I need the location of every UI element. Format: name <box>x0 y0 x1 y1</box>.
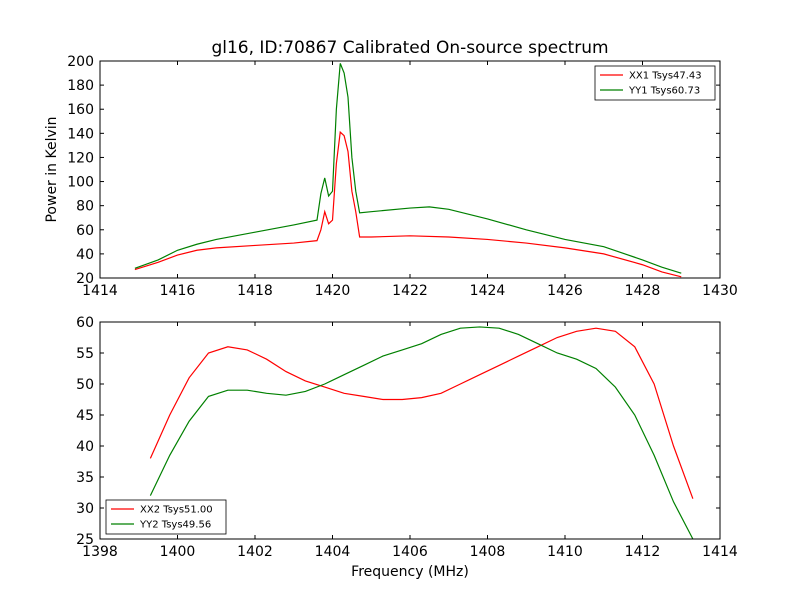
y-tick-label: 25 <box>76 532 94 548</box>
plot-top: 1414 1416 1418 1420 1422 1424 1426 1428 1430 20 40… <box>44 54 738 299</box>
y-tick-label: 60 <box>76 315 94 331</box>
y-tick-label: 200 <box>67 54 94 70</box>
plot-bottom: 1398 1400 1402 1404 1406 1408 1410 1412 1414 25 30… <box>76 315 738 560</box>
x-tick-label: 1416 <box>160 283 196 299</box>
y-tick-label: 120 <box>67 150 94 166</box>
x-tick-label: 1418 <box>237 283 273 299</box>
x-tick-label: 1400 <box>160 544 196 560</box>
x-tick-label: 1412 <box>625 544 661 560</box>
y-axis-label: Power in Kelvin <box>44 116 60 222</box>
y-tick-label: 20 <box>76 271 94 287</box>
legend: XX2 Tsys51.00 YY2 Tsys49.56 <box>105 499 227 535</box>
y-tick-label: 50 <box>76 377 94 393</box>
x-tick-label: 1424 <box>470 283 506 299</box>
y-tick-label: 30 <box>76 501 94 517</box>
legend-label: YY2 Tsys49.56 <box>139 520 211 531</box>
x-tick-label: 1410 <box>547 544 583 560</box>
x-axis-label-bottom: Frequency (MHz) <box>351 564 469 580</box>
x-tick-label: 1420 <box>315 283 351 299</box>
legend-box <box>105 499 227 535</box>
y-tick-label: 55 <box>76 346 94 362</box>
y-tick-label: 35 <box>76 470 94 486</box>
legend-label: XX2 Tsys51.00 <box>140 505 213 516</box>
legend-label: YY1 Tsys60.73 <box>628 86 700 97</box>
x-tick-label: 1408 <box>470 544 506 560</box>
y-tick-label: 140 <box>67 126 94 142</box>
y-tick-label: 60 <box>76 223 94 239</box>
y-tick-label: 40 <box>76 439 94 455</box>
x-tick-label: 1402 <box>237 544 273 560</box>
x-tick-label: 1406 <box>392 544 428 560</box>
y-tick-label: 80 <box>76 199 94 215</box>
y-tick-label: 100 <box>67 175 94 191</box>
legend-label: XX1 Tsys47.43 <box>629 71 702 82</box>
x-tick-label: 1414 <box>82 283 118 299</box>
x-tick-label: 1430 <box>702 283 738 299</box>
series-line-1 <box>134 130 682 278</box>
y-tick-label: 180 <box>67 78 94 94</box>
x-tick-label: 1404 <box>315 544 351 560</box>
y-tick-label: 45 <box>76 408 94 424</box>
legend: XX1 Tsys47.43 YY1 Tsys60.73 <box>594 65 716 101</box>
x-tick-label: 1426 <box>547 283 583 299</box>
figure-title: gl16, ID:70867 Calibrated On-source spec… <box>211 38 608 58</box>
series-line-2 <box>134 63 682 274</box>
series-line-2 <box>149 326 694 540</box>
y-tick-label: 40 <box>76 247 94 263</box>
x-tick-label: 1422 <box>392 283 428 299</box>
x-tick-label: 1428 <box>625 283 661 299</box>
series-line-1 <box>149 327 694 499</box>
legend-box <box>594 65 716 101</box>
x-tick-label: 1398 <box>82 544 118 560</box>
x-tick-label: 1414 <box>702 544 738 560</box>
y-tick-label: 160 <box>67 102 94 118</box>
